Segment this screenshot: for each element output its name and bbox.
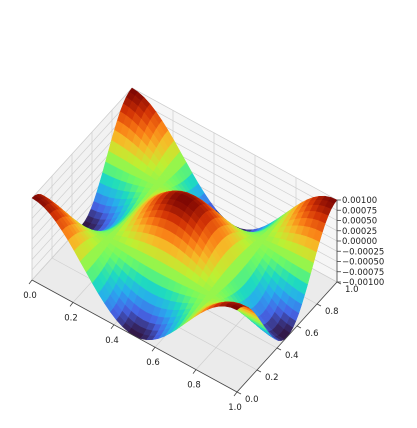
y-tick-mark <box>236 391 242 395</box>
z-tick-label: 0.00050 <box>342 217 377 227</box>
y-tick-label: 0.4 <box>285 351 299 361</box>
y-axis-line <box>236 281 338 393</box>
z-tick-label: −0.00100 <box>342 278 384 288</box>
z-tick-label: 0.00075 <box>342 206 377 216</box>
y-tick-mark <box>276 347 282 351</box>
x-tick-mark <box>192 369 197 374</box>
z-tick-label: 0.00100 <box>342 196 377 206</box>
y-tick-mark <box>316 303 322 307</box>
y-tick-label: 1.0 <box>345 285 359 295</box>
y-tick-label: 0.6 <box>305 329 319 339</box>
x-tick-mark <box>69 302 74 307</box>
z-tick-label: −0.00075 <box>342 268 384 278</box>
x-tick-mark <box>233 391 238 397</box>
y-tick-label: 0.8 <box>325 307 339 317</box>
y-tick-label: 0.0 <box>245 395 259 405</box>
x-axis-line <box>31 279 238 393</box>
x-tick-mark <box>110 324 115 330</box>
z-tick-label: 0.00000 <box>342 237 377 247</box>
y-tick-mark <box>256 369 262 373</box>
x-tick-label: 0.6 <box>146 358 160 368</box>
z-tick-label: −0.00025 <box>342 247 384 257</box>
x-tick-label: 0.8 <box>187 381 201 391</box>
x-tick-mark <box>28 279 33 285</box>
x-tick-label: 1.0 <box>228 403 242 413</box>
z-tick-label: −0.00050 <box>342 258 384 268</box>
tick-labels: 0.00.20.40.60.81.00.00.20.40.60.81.0−0.0… <box>23 196 384 413</box>
x-tick-label: 0.2 <box>64 313 78 323</box>
x-tick-mark <box>151 346 156 352</box>
x-tick-label: 0.4 <box>105 336 119 346</box>
z-tick-label: 0.00025 <box>342 227 377 237</box>
y-tick-label: 0.2 <box>265 373 279 383</box>
x-tick-label: 0.0 <box>23 291 37 301</box>
y-tick-mark <box>296 325 302 329</box>
surface <box>31 87 338 341</box>
surface-patch <box>230 304 241 311</box>
